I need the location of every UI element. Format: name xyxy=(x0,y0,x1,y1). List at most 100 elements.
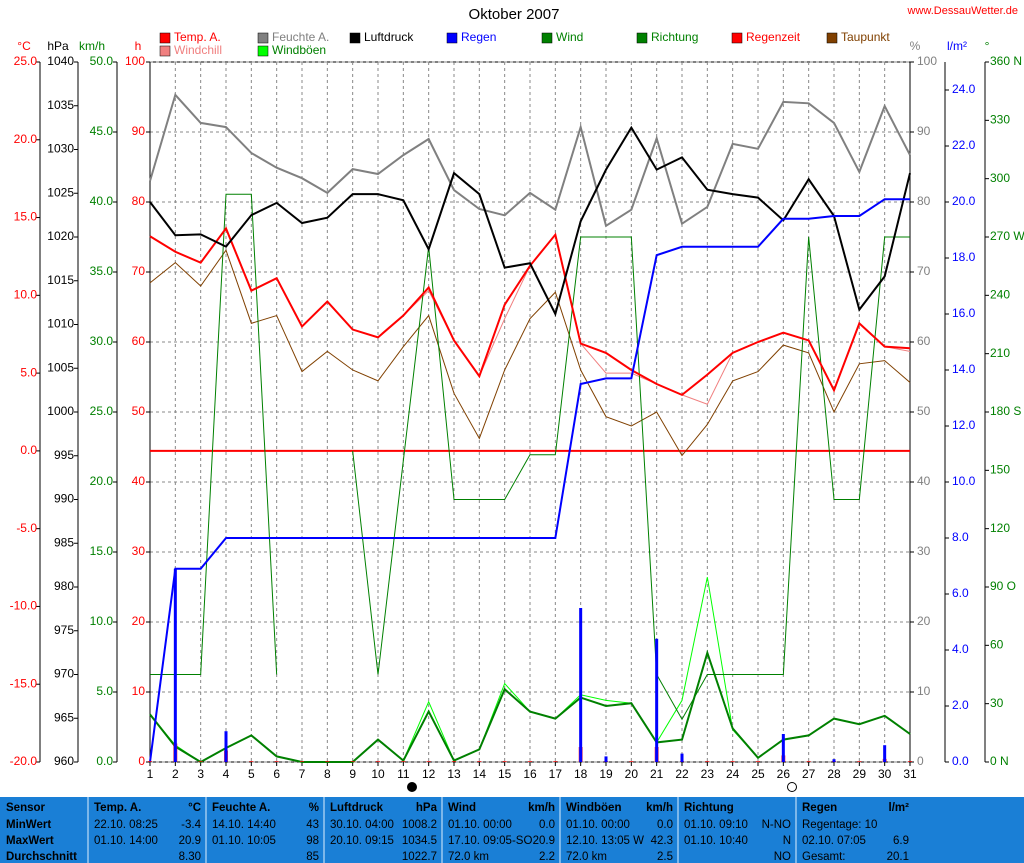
bar xyxy=(553,761,558,762)
y-tick-label: 100 xyxy=(917,54,937,68)
bar xyxy=(502,761,507,762)
y-tick-label: 180 S xyxy=(990,404,1021,418)
x-tick-label: 5 xyxy=(248,767,255,781)
table-cell: 85 xyxy=(306,851,319,863)
x-tick-label: 13 xyxy=(447,767,461,781)
y-tick-label: 15.0 xyxy=(90,544,114,558)
y-tick-label: 12.0 xyxy=(952,418,976,432)
bar xyxy=(756,761,760,762)
table-unit: l/m² xyxy=(889,802,910,814)
bar xyxy=(705,761,710,762)
x-tick-label: 16 xyxy=(523,767,537,781)
table-cell: 8.30 xyxy=(179,851,201,863)
y-tick-label: 90 O xyxy=(990,579,1016,593)
table-cell: 12.10. 13:05 W xyxy=(566,835,644,847)
x-tick-label: 20 xyxy=(625,767,639,781)
y-tick-label: 20.0 xyxy=(14,132,38,146)
y-tick-label: 40.0 xyxy=(90,194,114,208)
bar xyxy=(730,761,735,762)
y-tick-label: 10.0 xyxy=(14,288,38,302)
table-cell: 02.10. 07:05 xyxy=(802,835,866,847)
y-tick-label: 6.0 xyxy=(952,586,969,600)
legend-swatch xyxy=(159,45,171,57)
bar xyxy=(249,761,254,762)
bar xyxy=(350,761,355,762)
bar xyxy=(452,761,456,762)
x-tick-label: 8 xyxy=(324,767,331,781)
source-link[interactable]: www.DessauWetter.de xyxy=(907,5,1018,17)
y-tick-label: 120 xyxy=(990,521,1010,535)
y-tick-label: 980 xyxy=(54,579,74,593)
x-tick-label: 12 xyxy=(422,767,436,781)
y-tick-label: 10.0 xyxy=(952,474,976,488)
table-cell: 01.10. 09:10 xyxy=(684,819,748,831)
y-tick-label: 50.0 xyxy=(90,54,114,68)
y-tick-label: 240 xyxy=(990,288,1010,302)
table-cell: 14.10. 14:40 xyxy=(212,819,276,831)
bar xyxy=(376,761,380,762)
y-tick-label: 975 xyxy=(54,623,74,637)
y-tick-label: 50 xyxy=(917,404,931,418)
series-line xyxy=(149,125,911,317)
y-tick-label: 0 xyxy=(917,754,924,768)
table-header: Temp. A. xyxy=(94,802,141,814)
table-cell: Gesamt: xyxy=(802,851,845,863)
series-line xyxy=(150,193,910,721)
table-cell: 01.10. 10:05 xyxy=(212,835,276,847)
table-cell: 42.3 xyxy=(651,835,673,847)
y-tick-label: 995 xyxy=(54,448,74,462)
table-cell: 0.0 xyxy=(657,819,673,831)
bar xyxy=(857,761,862,762)
x-tick-label: 4 xyxy=(223,767,230,781)
y-tick-label: 1030 xyxy=(47,142,74,156)
y-tick-label: -5.0 xyxy=(16,521,37,535)
legend-swatch xyxy=(257,45,269,57)
legend-label: Wind xyxy=(556,30,583,44)
series-line xyxy=(149,249,911,457)
axis-unit: °C xyxy=(17,39,31,53)
legend-swatch xyxy=(636,32,648,44)
table-cell: 30.10. 04:00 xyxy=(330,819,394,831)
stats-table-bg xyxy=(0,797,1024,863)
table-header: Sensor xyxy=(6,802,46,814)
y-tick-label: 1015 xyxy=(47,273,74,287)
x-tick-label: 23 xyxy=(701,767,715,781)
table-cell: 20.10. 09:15 xyxy=(330,835,394,847)
table-cell: 1022.7 xyxy=(402,851,437,863)
legend-label: Regenzeit xyxy=(746,30,801,44)
x-tick-label: 17 xyxy=(549,767,563,781)
axis-unit: km/h xyxy=(79,39,105,53)
x-tick-label: 9 xyxy=(349,767,356,781)
axis-unit: h xyxy=(135,39,142,53)
bar xyxy=(806,761,811,762)
table-cell: 72.0 km xyxy=(566,851,607,863)
y-tick-label: 1025 xyxy=(47,185,74,199)
x-tick-label: 6 xyxy=(273,767,280,781)
table-cell: -3.4 xyxy=(181,819,201,831)
table-header: Luftdruck xyxy=(330,802,384,814)
rain-bar xyxy=(173,568,177,762)
x-tick-label: 30 xyxy=(878,767,892,781)
y-tick-label: 20.0 xyxy=(90,474,114,488)
bar xyxy=(300,761,304,762)
y-tick-label: 20.0 xyxy=(952,194,976,208)
table-row-label: MaxWert xyxy=(6,835,54,847)
table-cell: 01.10. 14:00 xyxy=(94,835,158,847)
table-unit: % xyxy=(309,802,319,814)
x-tick-label: 29 xyxy=(853,767,867,781)
table-cell: 22.10. 08:25 xyxy=(94,819,158,831)
axis-unit: ° xyxy=(985,39,990,53)
table-cell: 17.10. 09:05-SO xyxy=(448,835,532,847)
y-tick-label: 1020 xyxy=(47,229,74,243)
legend-label: Temp. A. xyxy=(174,30,221,44)
y-tick-label: 4.0 xyxy=(952,642,969,656)
table-header: Richtung xyxy=(684,802,734,814)
series-line xyxy=(149,226,911,397)
x-tick-label: 24 xyxy=(726,767,740,781)
table-header: Wind xyxy=(448,802,476,814)
y-tick-label: 90 xyxy=(132,124,146,138)
table-cell: 98 xyxy=(306,835,319,847)
x-tick-label: 15 xyxy=(498,767,512,781)
rain-bar xyxy=(655,638,659,762)
